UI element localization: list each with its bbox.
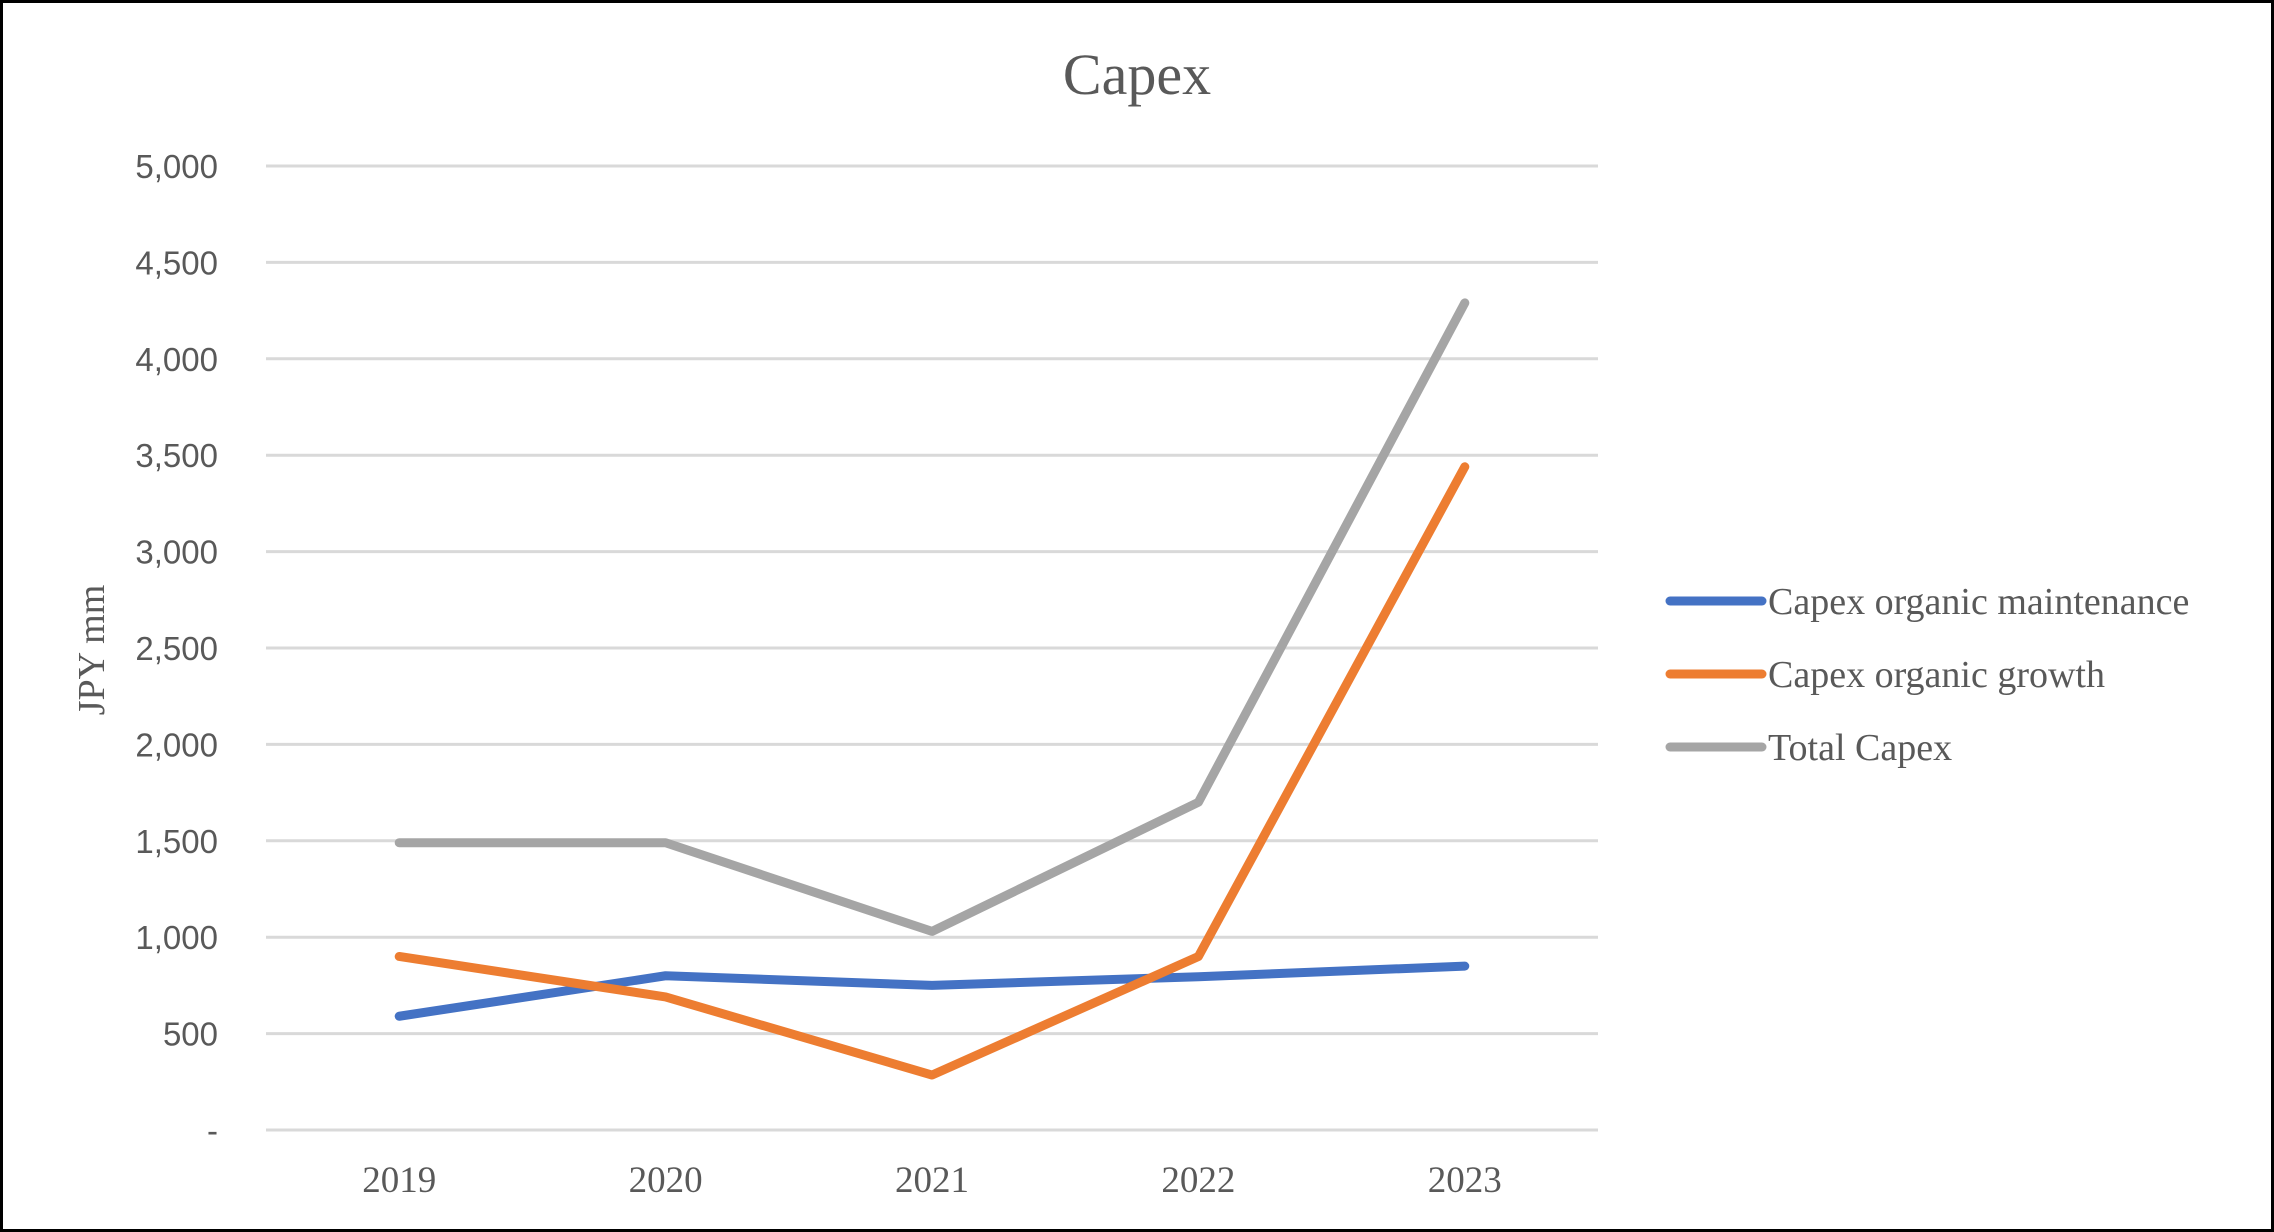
y-tick-label: 2,500 [135,630,218,667]
x-tick-label: 2019 [362,1160,436,1201]
y-tick-label: 3,500 [135,437,218,474]
series-lines [394,298,1470,1080]
x-tick-label: 2022 [1161,1160,1235,1201]
legend: Capex organic maintenance Capex organic g… [1665,581,2189,769]
y-tick-label: 5,000 [135,148,218,185]
x-axis-ticks: 2019 2020 2021 2022 2023 [362,1160,1502,1201]
y-axis-label: JPY mm [71,585,113,716]
gridlines [266,164,1598,1132]
series-line-1 [394,961,1470,1021]
x-tick-label: 2021 [895,1160,969,1201]
y-tick-label: 500 [163,1016,218,1053]
legend-label: Capex organic maintenance [1768,581,2189,623]
y-tick-label: 3,000 [135,534,218,571]
y-axis-ticks: - 500 1,000 1,500 2,000 2,500 3,000 3,500 4,000 4… [135,148,218,1149]
series-line-2 [394,462,1470,1080]
series-line-3 [394,298,1470,936]
y-tick-label: 1,000 [135,919,218,956]
y-tick-label: 4,000 [135,341,218,378]
x-tick-label: 2020 [629,1160,703,1201]
y-tick-label: 1,500 [135,823,218,860]
chart-title: Capex [1063,42,1211,107]
y-tick-label: - [207,1112,218,1149]
y-tick-label: 2,000 [135,726,218,763]
legend-label: Capex organic growth [1768,654,2105,696]
y-tick-label: 4,500 [135,244,218,281]
x-tick-label: 2023 [1428,1160,1502,1201]
legend-label: Total Capex [1768,727,1952,769]
